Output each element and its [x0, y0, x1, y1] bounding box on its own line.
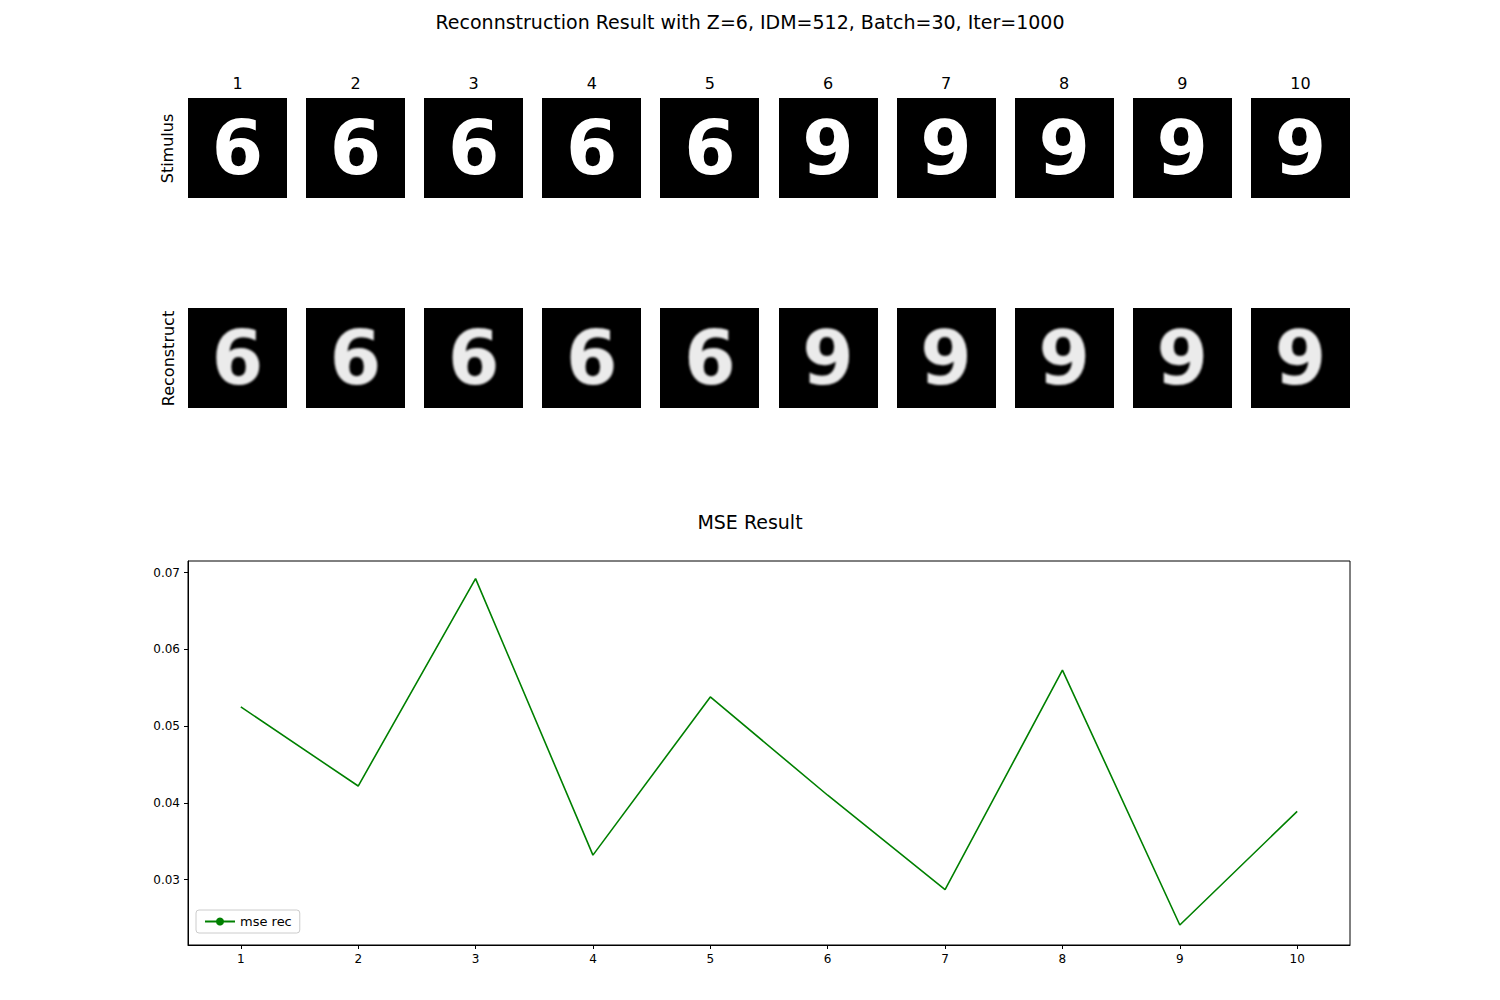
- html-text:10: 10: [1290, 74, 1311, 93]
- html-text:6: 6: [329, 315, 382, 401]
- html-text:9: 9: [1177, 74, 1188, 93]
- svg-text:0.04: 0.04: [153, 796, 180, 810]
- svg-text:2: 2: [354, 952, 362, 966]
- html-text:6: 6: [211, 315, 264, 401]
- html-text:9: 9: [1038, 105, 1090, 191]
- html-text:3: 3: [468, 74, 479, 93]
- html-text:9: 9: [920, 105, 972, 191]
- html-text:9: 9: [920, 315, 972, 401]
- svg-text:Reconnstruction Result with Z=: Reconnstruction Result with Z=6, IDM=512…: [436, 11, 1065, 33]
- html-text:9: 9: [1038, 315, 1090, 401]
- svg-text:7: 7: [941, 952, 949, 966]
- html-text:8: 8: [1059, 74, 1070, 93]
- html-text:9: 9: [1274, 315, 1327, 401]
- html-text:6: 6: [329, 105, 382, 191]
- svg-text:5: 5: [706, 952, 714, 966]
- html-text:Reconstruct: Reconstruct: [158, 310, 178, 406]
- html-text:6: 6: [822, 74, 834, 93]
- html-text:9: 9: [802, 105, 854, 191]
- html-text:9: 9: [1156, 315, 1208, 401]
- html-text:4: 4: [586, 74, 597, 93]
- svg-text:10: 10: [1290, 952, 1305, 966]
- svg-text:1: 1: [237, 952, 245, 966]
- html-text:6: 6: [684, 105, 736, 191]
- svg-text:4: 4: [589, 952, 597, 966]
- svg-text:9: 9: [1176, 952, 1184, 966]
- html-text:6: 6: [566, 105, 618, 191]
- html-text:7: 7: [941, 74, 952, 93]
- svg-text:6: 6: [824, 952, 832, 966]
- html-text:1: 1: [232, 74, 243, 93]
- svg-text:0.03: 0.03: [153, 873, 180, 887]
- svg-text:0.06: 0.06: [153, 642, 180, 656]
- html-text:6: 6: [447, 105, 500, 191]
- svg-text:0.05: 0.05: [153, 719, 180, 733]
- html-text:Stimulus: Stimulus: [158, 113, 178, 183]
- svg-text:0.07: 0.07: [153, 566, 180, 580]
- html-text:6: 6: [211, 105, 264, 191]
- html-text:5: 5: [704, 74, 715, 93]
- html-text:6: 6: [566, 315, 618, 401]
- html-text:9: 9: [1156, 105, 1208, 191]
- html-text:2: 2: [350, 74, 361, 93]
- svg-text:8: 8: [1059, 952, 1067, 966]
- svg-text:mse rec: mse rec: [240, 914, 292, 929]
- html-text:6: 6: [684, 315, 736, 401]
- svg-text:MSE Result: MSE Result: [697, 511, 802, 533]
- html-text:6: 6: [447, 315, 500, 401]
- html-text:9: 9: [802, 315, 854, 401]
- svg-text:3: 3: [472, 952, 480, 966]
- html-text:9: 9: [1274, 105, 1327, 191]
